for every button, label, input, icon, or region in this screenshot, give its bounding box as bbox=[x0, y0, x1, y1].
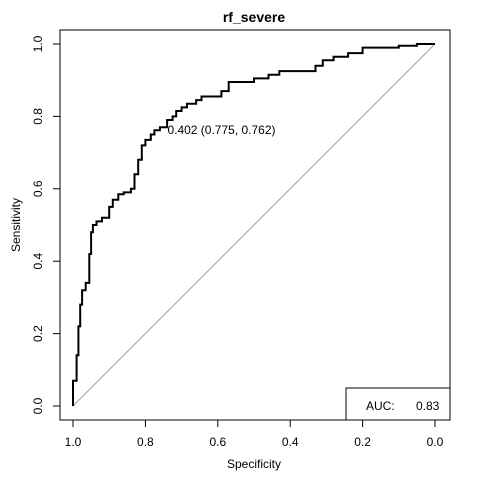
x-axis-label: Specificity bbox=[227, 457, 281, 471]
y-tick-label: 0.4 bbox=[31, 253, 45, 270]
auc-legend: AUC: 0.83 bbox=[345, 387, 451, 421]
reference-diagonal-line bbox=[72, 43, 436, 407]
auc-value: 0.83 bbox=[416, 399, 440, 413]
x-tick-label: 0.6 bbox=[209, 435, 226, 449]
y-tick-label: 0.2 bbox=[31, 325, 45, 342]
x-tick-label: 0.4 bbox=[282, 435, 299, 449]
auc-label: AUC: bbox=[366, 399, 395, 413]
y-tick-label: 0.8 bbox=[31, 108, 45, 125]
y-axis-label: Sensitivity bbox=[9, 198, 23, 252]
optimal-threshold-annotation: 0.402 (0.775, 0.762) bbox=[167, 123, 275, 137]
x-tick-label: 0.2 bbox=[354, 435, 371, 449]
y-tick-label: 0.0 bbox=[31, 397, 45, 414]
roc-curve-line bbox=[72, 43, 435, 406]
x-axis: 1.0 0.8 0.6 0.4 0.2 0.0 bbox=[65, 419, 444, 449]
legend-box bbox=[345, 387, 451, 421]
y-tick-label: 0.6 bbox=[31, 180, 45, 197]
x-tick-label: 0.0 bbox=[427, 435, 444, 449]
y-tick-label: 1.0 bbox=[31, 35, 45, 52]
x-tick-label: 0.8 bbox=[137, 435, 154, 449]
chart-title: rf_severe bbox=[223, 9, 285, 25]
x-tick-label: 1.0 bbox=[65, 435, 82, 449]
y-axis: 0.0 0.2 0.4 0.6 0.8 1.0 bbox=[31, 35, 61, 414]
